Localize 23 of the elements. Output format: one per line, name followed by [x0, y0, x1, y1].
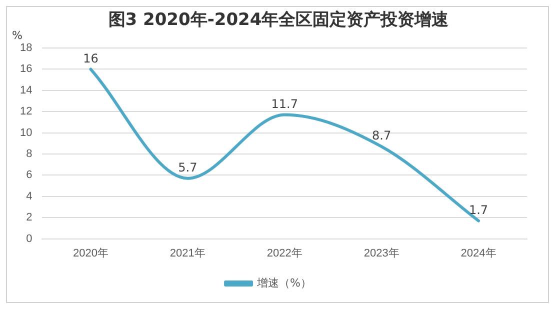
x-tick-label: 2020年	[72, 247, 108, 260]
y-tick-label: 10	[20, 126, 32, 139]
y-tick-label: 16	[20, 63, 32, 76]
x-tick-label: 2021年	[170, 247, 206, 260]
y-tick-label: 0	[26, 232, 32, 245]
data-label: 16	[83, 51, 98, 66]
data-label: 11.7	[271, 96, 298, 111]
y-tick-label: 8	[26, 148, 32, 160]
chart-title: 图3 2020年-2024年全区固定资产投资增速	[108, 10, 449, 30]
legend-label: 增速（%）	[256, 276, 312, 290]
y-tick-label: 14	[20, 84, 32, 96]
y-tick-label: 2	[26, 212, 32, 224]
x-tick-label: 2022年	[266, 247, 302, 260]
x-tick-label: 2024年	[460, 247, 496, 260]
y-tick-label: 6	[26, 169, 32, 182]
y-tick-label: 18	[20, 42, 32, 54]
data-label: 1.7	[468, 202, 488, 217]
y-tick-label: 4	[26, 190, 32, 202]
data-label: 8.7	[372, 128, 392, 143]
x-tick-label: 2023年	[364, 247, 400, 260]
y-tick-label: 12	[20, 106, 32, 118]
data-label: 5.7	[178, 160, 198, 175]
y-axis-title: %	[12, 28, 22, 42]
